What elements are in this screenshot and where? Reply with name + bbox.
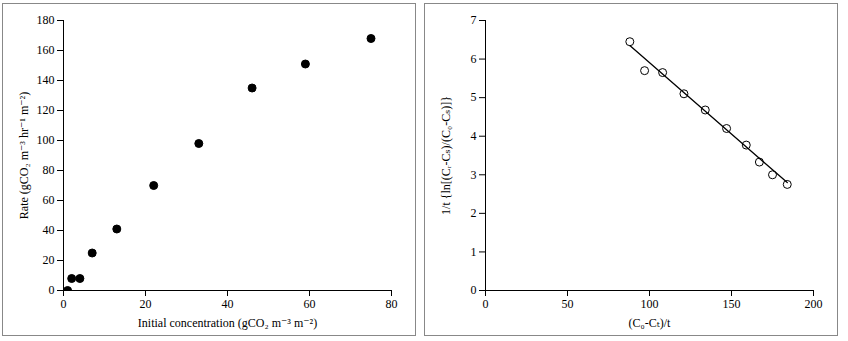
svg-text:140: 140 (37, 73, 55, 87)
svg-text:80: 80 (43, 163, 55, 177)
svg-text:0: 0 (471, 283, 477, 297)
svg-text:Rate (gCO₂ m⁻³ hr⁻¹ m⁻²): Rate (gCO₂ m⁻³ hr⁻¹ m⁻²) (17, 92, 31, 219)
svg-text:1: 1 (471, 245, 477, 259)
svg-text:160: 160 (37, 43, 55, 57)
svg-text:Initial concentration (gCO₂ m⁻: Initial concentration (gCO₂ m⁻³ m⁻²) (138, 316, 317, 330)
svg-text:4: 4 (471, 129, 477, 143)
svg-text:150: 150 (723, 297, 741, 311)
svg-text:200: 200 (805, 297, 823, 311)
svg-text:180: 180 (37, 13, 55, 27)
svg-text:100: 100 (37, 133, 55, 147)
svg-text:0: 0 (61, 297, 67, 311)
svg-text:120: 120 (37, 103, 55, 117)
svg-text:80: 80 (386, 297, 398, 311)
svg-text:7: 7 (471, 13, 477, 27)
svg-text:1/t {ln[(Cᵣ-Cₛ)/(C₀-Cₛ)]}: 1/t {ln[(Cᵣ-Cₛ)/(C₀-Cₛ)]} (439, 96, 453, 215)
svg-text:2: 2 (471, 206, 477, 220)
svg-text:40: 40 (43, 223, 55, 237)
svg-text:50: 50 (562, 297, 574, 311)
svg-text:60: 60 (43, 193, 55, 207)
svg-text:5: 5 (471, 90, 477, 104)
svg-text:100: 100 (641, 297, 659, 311)
svg-text:6: 6 (471, 52, 477, 66)
svg-text:(C₀-Cₜ)/t: (C₀-Cₜ)/t (629, 316, 671, 330)
svg-text:60: 60 (304, 297, 316, 311)
svg-text:20: 20 (43, 253, 55, 267)
svg-text:0: 0 (483, 297, 489, 311)
svg-text:40: 40 (222, 297, 234, 311)
svg-text:0: 0 (49, 283, 55, 297)
svg-text:20: 20 (140, 297, 152, 311)
svg-text:3: 3 (471, 168, 477, 182)
